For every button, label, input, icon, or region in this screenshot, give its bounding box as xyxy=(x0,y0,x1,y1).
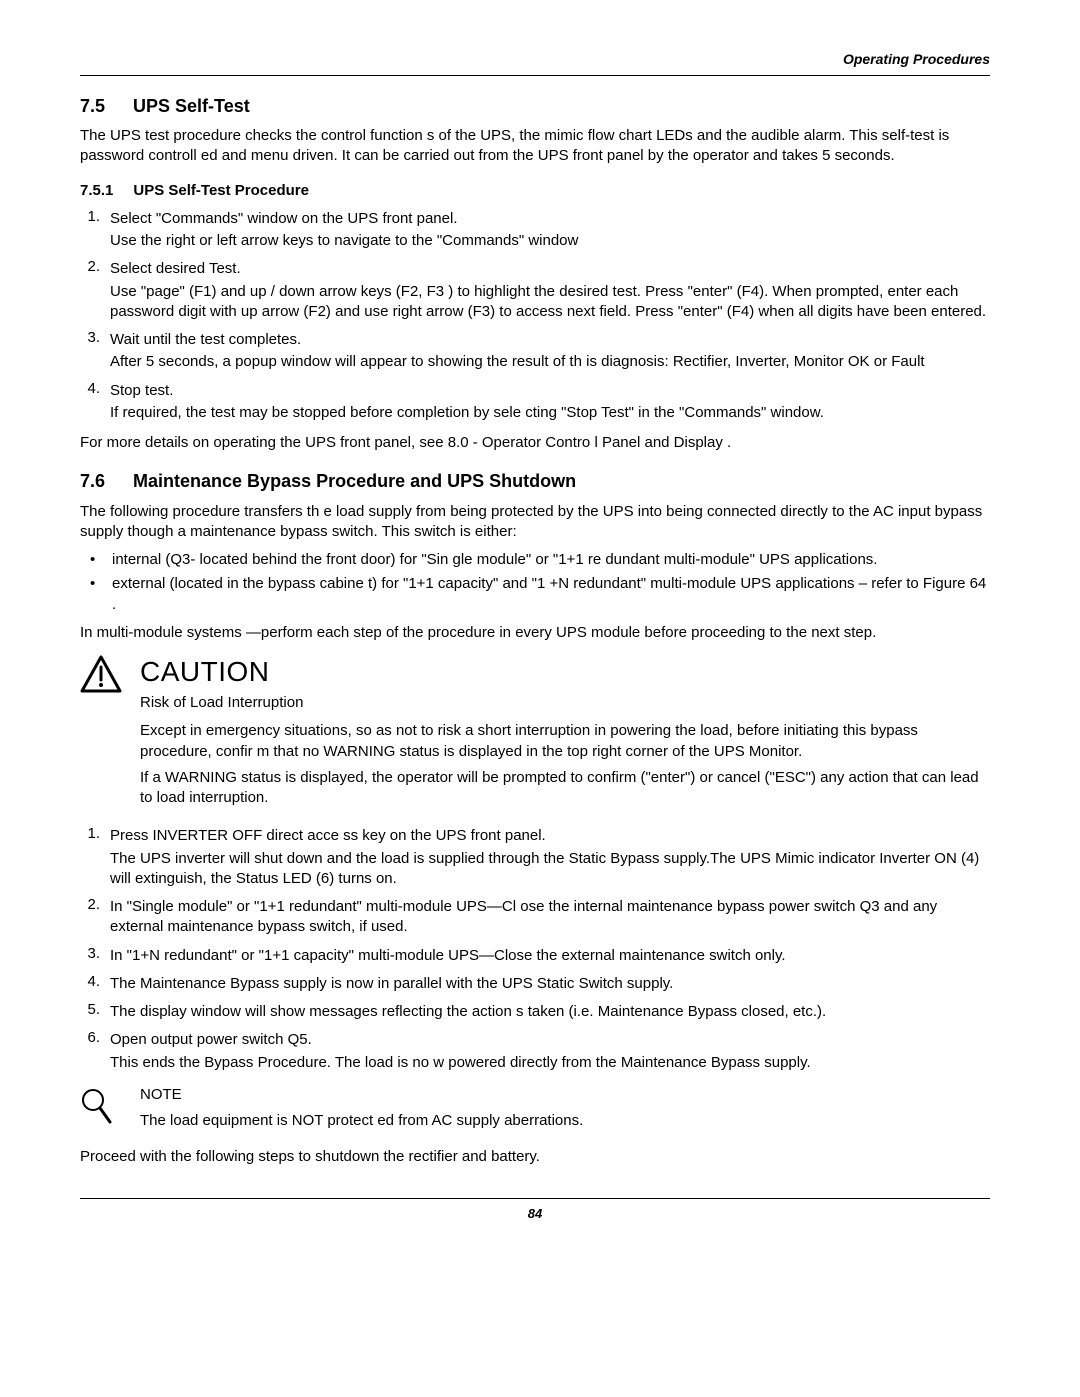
item-number: 2. xyxy=(80,895,100,940)
item-body: Use the right or left arrow keys to navi… xyxy=(110,231,990,251)
page-number: 84 xyxy=(80,1205,990,1223)
top-rule xyxy=(80,75,990,76)
list-item: 1. Press INVERTER OFF direct acce ss key… xyxy=(80,824,990,891)
heading-title: UPS Self-Test xyxy=(133,94,250,118)
item-head: Press INVERTER OFF direct acce ss key on… xyxy=(110,826,990,846)
list-item: 4. Stop test. If required, the test may … xyxy=(80,379,990,426)
item-body: If required, the test may be stopped bef… xyxy=(110,403,990,423)
list-item: 4. The Maintenance Bypass supply is now … xyxy=(80,972,990,996)
item-number: 2. xyxy=(80,257,100,324)
sec76-steps: 1. Press INVERTER OFF direct acce ss key… xyxy=(80,824,990,1075)
heading-7-6: 7.6 Maintenance Bypass Procedure and UPS… xyxy=(80,469,990,493)
sec75-intro: The UPS test procedure checks the contro… xyxy=(80,126,990,167)
list-item: 5. The display window will show messages… xyxy=(80,1000,990,1024)
note-text: The load equipment is NOT protect ed fro… xyxy=(140,1111,990,1131)
warning-icon xyxy=(80,653,122,814)
list-item: 3. Wait until the test completes. After … xyxy=(80,328,990,375)
heading-num: 7.5.1 xyxy=(80,181,113,201)
list-item: 1. Select "Commands" window on the UPS f… xyxy=(80,207,990,254)
item-body: Use "page" (F1) and up / down arrow keys… xyxy=(110,282,990,323)
item-head: The Maintenance Bypass supply is now in … xyxy=(110,974,990,994)
bullet-text: internal (Q3- located behind the front d… xyxy=(112,550,877,570)
item-head: The display window will show messages re… xyxy=(110,1002,990,1022)
item-number: 5. xyxy=(80,1000,100,1024)
magnifier-icon xyxy=(80,1085,122,1138)
list-item: 6. Open output power switch Q5. This end… xyxy=(80,1028,990,1075)
bullet-item: external (located in the bypass cabine t… xyxy=(90,574,990,615)
item-head: In "Single module" or "1+1 redundant" mu… xyxy=(110,897,990,938)
note-callout: NOTE The load equipment is NOT protect e… xyxy=(80,1085,990,1138)
item-head: Wait until the test completes. xyxy=(110,330,990,350)
bullet-item: internal (Q3- located behind the front d… xyxy=(90,550,990,570)
heading-num: 7.6 xyxy=(80,469,105,493)
item-body: This ends the Bypass Procedure. The load… xyxy=(110,1053,990,1073)
sec751-list: 1. Select "Commands" window on the UPS f… xyxy=(80,207,990,425)
bullet-text: external (located in the bypass cabine t… xyxy=(112,574,990,615)
caution-p1: Except in emergency situations, so as no… xyxy=(140,721,990,762)
item-body: After 5 seconds, a popup window will app… xyxy=(110,352,990,372)
bottom-rule xyxy=(80,1198,990,1199)
item-number: 3. xyxy=(80,944,100,968)
heading-7-5: 7.5 UPS Self-Test xyxy=(80,94,990,118)
sec751-tail: For more details on operating the UPS fr… xyxy=(80,433,990,453)
heading-num: 7.5 xyxy=(80,94,105,118)
item-number: 3. xyxy=(80,328,100,375)
item-number: 6. xyxy=(80,1028,100,1075)
item-number: 4. xyxy=(80,379,100,426)
item-head: Select desired Test. xyxy=(110,259,990,279)
item-body: The UPS inverter will shut down and the … xyxy=(110,849,990,890)
sec76-intro: The following procedure transfers th e l… xyxy=(80,502,990,543)
sec76-bullets: internal (Q3- located behind the front d… xyxy=(80,550,990,615)
list-item: 2. Select desired Test. Use "page" (F1) … xyxy=(80,257,990,324)
heading-7-5-1: 7.5.1 UPS Self-Test Procedure xyxy=(80,181,990,201)
item-head: Open output power switch Q5. xyxy=(110,1030,990,1050)
list-item: 2. In "Single module" or "1+1 redundant"… xyxy=(80,895,990,940)
running-header: Operating Procedures xyxy=(80,50,990,69)
heading-title: Maintenance Bypass Procedure and UPS Shu… xyxy=(133,469,576,493)
caution-title: CAUTION xyxy=(140,653,990,691)
sec76-multi: In multi-module systems —perform each st… xyxy=(80,623,990,643)
item-head: In "1+N redundant" or "1+1 capacity" mul… xyxy=(110,946,990,966)
item-number: 4. xyxy=(80,972,100,996)
item-number: 1. xyxy=(80,207,100,254)
item-head: Select "Commands" window on the UPS fron… xyxy=(110,209,990,229)
caution-callout: CAUTION Risk of Load Interruption Except… xyxy=(80,653,990,814)
item-head: Stop test. xyxy=(110,381,990,401)
note-title: NOTE xyxy=(140,1085,990,1105)
caution-p2: If a WARNING status is displayed, the op… xyxy=(140,768,990,809)
item-number: 1. xyxy=(80,824,100,891)
heading-title: UPS Self-Test Procedure xyxy=(133,181,309,201)
caution-subtitle: Risk of Load Interruption xyxy=(140,693,990,713)
list-item: 3. In "1+N redundant" or "1+1 capacity" … xyxy=(80,944,990,968)
sec76-proceed: Proceed with the following steps to shut… xyxy=(80,1147,990,1167)
